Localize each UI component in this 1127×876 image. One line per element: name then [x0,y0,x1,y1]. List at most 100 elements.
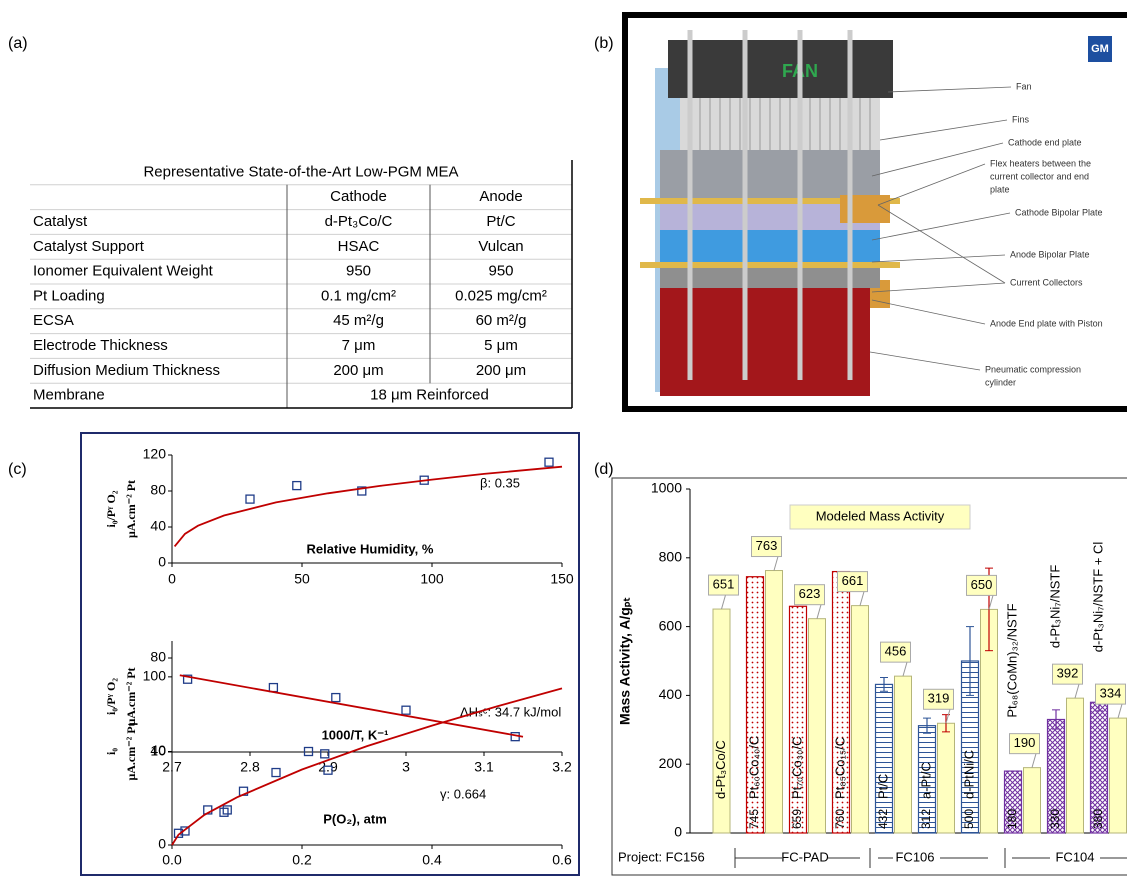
leader [1118,704,1122,718]
callout-label: Anode Bipolar Plate [1010,249,1090,259]
x-tick-label: 0.0 [162,852,182,868]
y-axis-title: μA.cm⁻² Pt [124,480,138,538]
panel-label: (d) [594,461,614,478]
anode-end-plate [660,268,880,288]
leader [774,557,778,571]
annotation: β: 0.35 [480,475,520,490]
y-tick-label: 40 [150,518,166,534]
marker [272,769,280,777]
value-label: 334 [1100,686,1122,701]
value-label: 312 [919,809,933,829]
y-axis-title: i₀ [104,748,118,755]
leader [860,592,864,606]
panel-label: (b) [594,35,614,52]
x-tick-label: 3.2 [552,759,572,775]
callout-label: Flex heaters between the [990,158,1091,168]
y-axis-title: Mass Activity, A/gₚₜ [617,597,633,725]
cell: 7 μm [342,337,376,354]
marker [402,706,410,714]
marker [332,694,340,702]
y-tick-label: 100 [143,668,167,684]
category-label: d-Pt₃Ni₇/NSTF [1047,565,1062,648]
y-tick-label: 80 [150,649,166,665]
category-label: Pt₆₀Co₄₀/C [746,736,761,799]
row-label: Catalyst Support [33,238,145,255]
value-label: 651 [713,576,735,591]
cell: 0.1 mg/cm² [321,287,396,304]
marker [246,495,254,503]
x-tick-label: 2.8 [240,759,260,775]
bar [938,723,955,833]
value-label: 380 [1091,809,1105,829]
value-label: 763 [756,538,778,553]
table-header: Anode [479,188,522,205]
cell: Pt/C [486,213,515,230]
callout-label: Fins [1012,114,1030,124]
row-label: Diffusion Medium Thickness [33,362,220,379]
x-axis-title: Relative Humidity, % [307,541,434,556]
y-tick-label: 40 [150,742,166,758]
y-tick-label: 0 [674,824,682,840]
cell: 200 μm [333,362,383,379]
callout-label: Anode End plate with Piston [990,318,1103,328]
category-label: Pt₇₀Co₃₀/C [789,737,804,799]
value-label: 190 [1014,735,1036,750]
figure: (a) (b) (c) (d) GM FAN Representative St… [0,0,1127,876]
cell: 0.025 mg/cm² [455,287,547,304]
marker [223,806,231,814]
cell: 950 [488,263,513,280]
x-tick-label: 0.2 [292,852,312,868]
project-label: FC106 [895,849,934,864]
callout-label: plate [990,184,1010,194]
bar [1110,718,1127,833]
x-axis-title: P(O₂), atm [323,811,387,826]
bar [852,606,869,833]
value-label: 392 [1057,666,1079,681]
bar [1067,698,1084,833]
bar [766,571,783,833]
chart-title: Modeled Mass Activity [816,508,945,523]
cell: 18 μm Reinforced [370,387,489,404]
cell: Vulcan [478,238,523,255]
y-axis-title: i₀/Pᵞ O₂ [104,678,118,715]
row-label: Pt Loading [33,287,105,304]
value-label: 661 [842,573,864,588]
value-label: 456 [885,644,907,659]
x-tick-label: 50 [294,571,310,587]
x-tick-label: 150 [550,571,574,587]
cell: 200 μm [476,362,526,379]
cell: 5 μm [484,337,518,354]
y-tick-label: 0 [158,836,166,852]
leader [722,595,726,609]
y-tick-label: 120 [143,446,167,462]
fan [668,40,893,98]
value-label: 500 [962,809,976,829]
category-label: a-Pt/C [918,762,933,799]
y-tick-label: 600 [659,617,683,633]
annotation: γ: 0.664 [440,786,486,801]
cell: d-Pt₃Co/C [325,213,393,230]
y-tick-label: 80 [150,482,166,498]
marker [269,684,277,692]
logo: GM [1091,43,1109,55]
category-label: d-Pt₃Ni₇/NSTF + Cl [1090,542,1105,653]
y-axis-title: μA.cm⁻² Pt [124,667,138,725]
bar [1024,768,1041,833]
category-label: d-PtNi/C [961,750,976,799]
category-label: Pt/C [875,774,890,799]
y-tick-label: 0 [158,554,166,570]
value-label: 745 [747,809,761,829]
project-label: FC-PAD [781,849,828,864]
row-label: Catalyst [33,213,88,230]
cell: 60 m²/g [476,312,527,329]
collector [640,262,900,268]
value-label: 180 [1005,809,1019,829]
x-tick-label: 3.1 [474,759,494,775]
callout-label: Pneumatic compression [985,364,1081,374]
table-header: Cathode [330,188,387,205]
leader [1075,684,1079,698]
project-label: Project: FC156 [618,849,705,864]
callout-label: Fan [1016,81,1032,91]
x-tick-label: 0.4 [422,852,442,868]
x-tick-label: 3 [402,759,410,775]
